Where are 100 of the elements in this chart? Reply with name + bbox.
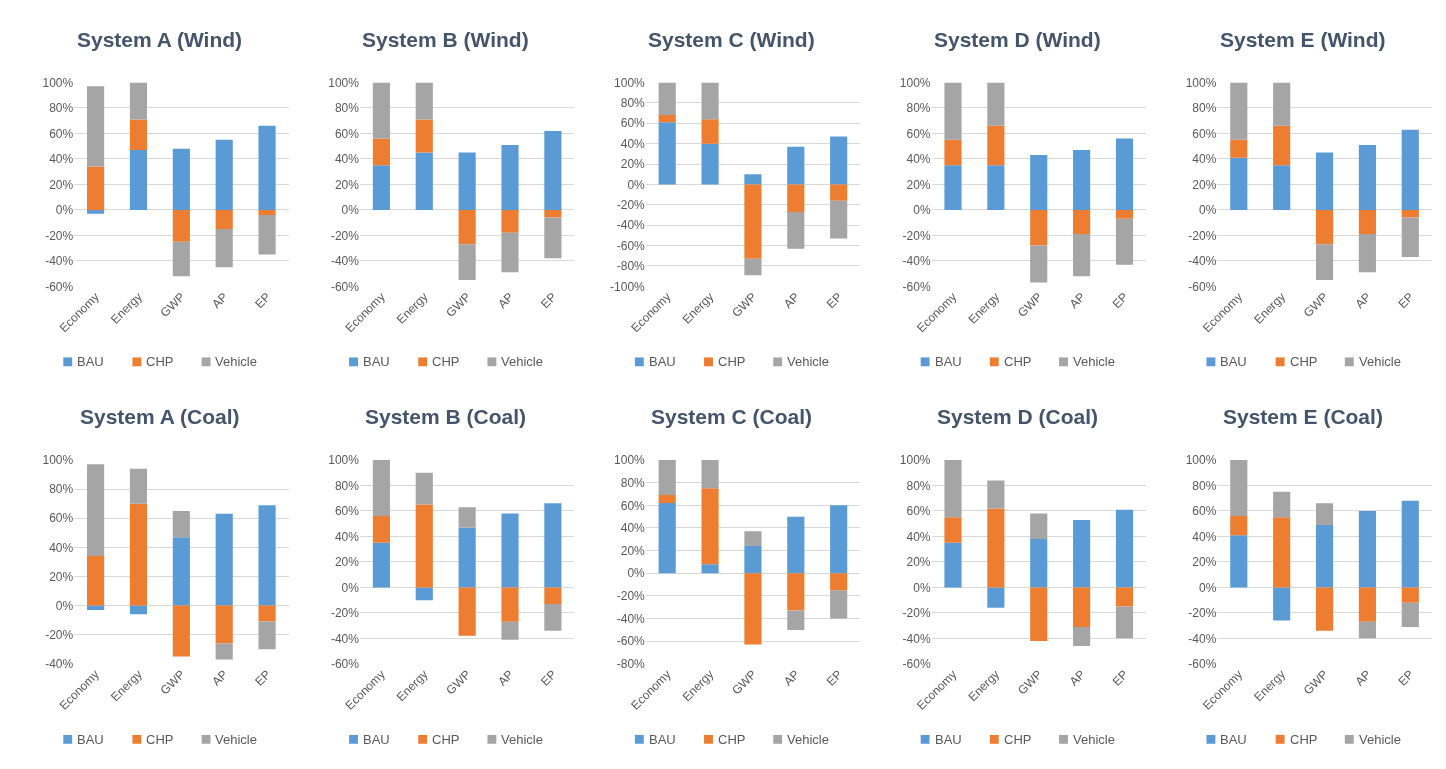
bar (987, 587, 1005, 608)
y-tick-label: -20% (330, 606, 360, 621)
y-tick-label: -100% (610, 279, 646, 294)
bar (1273, 491, 1291, 518)
bar (415, 472, 433, 505)
y-tick-label: 20% (49, 569, 74, 584)
bar (1315, 152, 1334, 210)
legend-label: Vehicle (1359, 354, 1401, 369)
bar (172, 537, 190, 606)
y-tick-label: -20% (616, 589, 646, 604)
y-tick-label: 60% (1192, 126, 1217, 141)
bar (258, 505, 276, 606)
x-tick-label: AP (1066, 289, 1088, 312)
y-tick-label: 100% (614, 453, 646, 468)
bar (787, 573, 805, 611)
chart-title: System D (Coal) (937, 405, 1099, 428)
bar (129, 503, 148, 606)
bar (787, 184, 805, 212)
legend-label: CHP (432, 732, 460, 747)
bar (215, 229, 233, 268)
x-tick-label: EP (823, 289, 846, 312)
bar (258, 125, 276, 210)
x-tick-label: AP (1352, 667, 1374, 689)
bar (701, 143, 719, 185)
legend-label: BAU (1220, 354, 1247, 369)
y-tick-label: -20% (45, 627, 74, 642)
y-tick-label: -20% (902, 228, 931, 243)
bar (1230, 157, 1248, 210)
x-tick-label: EP (252, 667, 274, 689)
y-tick-label: 60% (334, 504, 360, 519)
y-tick-label: 100% (899, 75, 931, 90)
y-tick-label: -40% (902, 631, 931, 646)
legend-label: BAU (77, 732, 104, 747)
y-tick-label: 20% (906, 177, 931, 192)
bar (658, 115, 676, 123)
bar (787, 610, 805, 630)
x-tick-label: AP (495, 289, 517, 312)
bar (787, 146, 805, 185)
bar (830, 200, 848, 239)
bar (1230, 82, 1248, 140)
legend-label: Vehicle (787, 354, 829, 369)
bar (744, 531, 762, 547)
x-tick-label: EP (1109, 667, 1131, 689)
bar (215, 139, 233, 210)
chart-title: System C (Coal) (651, 405, 813, 428)
y-tick-label: 80% (906, 478, 931, 493)
bar (787, 211, 805, 249)
bar (830, 184, 848, 201)
y-tick-label: -40% (45, 254, 74, 269)
bar (1358, 621, 1376, 639)
bar (87, 605, 105, 610)
bar (1315, 524, 1334, 588)
x-tick-label: AP (1352, 289, 1374, 312)
bar (987, 125, 1005, 166)
y-tick-label: 40% (1192, 529, 1217, 544)
bar (172, 605, 190, 657)
bar (1401, 209, 1419, 218)
bar (944, 82, 962, 140)
bar (544, 503, 562, 588)
bar (129, 605, 148, 615)
y-tick-label: 80% (334, 101, 360, 116)
chart-title: System C (Wind) (648, 28, 815, 51)
bar (1273, 517, 1291, 588)
legend-label: BAU (77, 354, 104, 369)
bar (458, 244, 476, 280)
y-tick-label: 0% (341, 580, 360, 595)
bar (415, 504, 433, 588)
bar (372, 460, 390, 517)
y-tick-label: 0% (55, 598, 74, 613)
y-tick-label: 100% (1185, 453, 1217, 468)
bar (458, 152, 476, 210)
bar (87, 209, 105, 214)
bar (701, 564, 719, 574)
bar (1030, 587, 1048, 641)
bar (372, 138, 390, 166)
y-tick-label: 40% (620, 521, 646, 536)
y-tick-label: -60% (616, 634, 646, 649)
y-tick-label: -60% (330, 279, 360, 294)
y-tick-label: -20% (902, 606, 931, 621)
y-tick-label: -40% (330, 254, 360, 269)
legend-label: BAU (363, 732, 390, 747)
bar (658, 495, 676, 504)
bar (415, 152, 433, 210)
bar (658, 82, 676, 116)
bar (658, 122, 676, 185)
y-tick-label: -80% (616, 259, 646, 274)
y-tick-label: 100% (328, 453, 360, 468)
bar (830, 136, 848, 185)
bar (987, 480, 1005, 509)
bar (372, 542, 390, 588)
bar (1073, 519, 1091, 588)
y-tick-label: -20% (1188, 228, 1217, 243)
bar (372, 165, 390, 210)
bar (1115, 587, 1134, 607)
bar (215, 209, 233, 230)
y-tick-label: 60% (49, 126, 74, 141)
bar (830, 590, 848, 619)
y-tick-label: 40% (334, 152, 360, 167)
y-tick-label: 20% (334, 555, 360, 570)
legend-label: Vehicle (1359, 732, 1401, 747)
